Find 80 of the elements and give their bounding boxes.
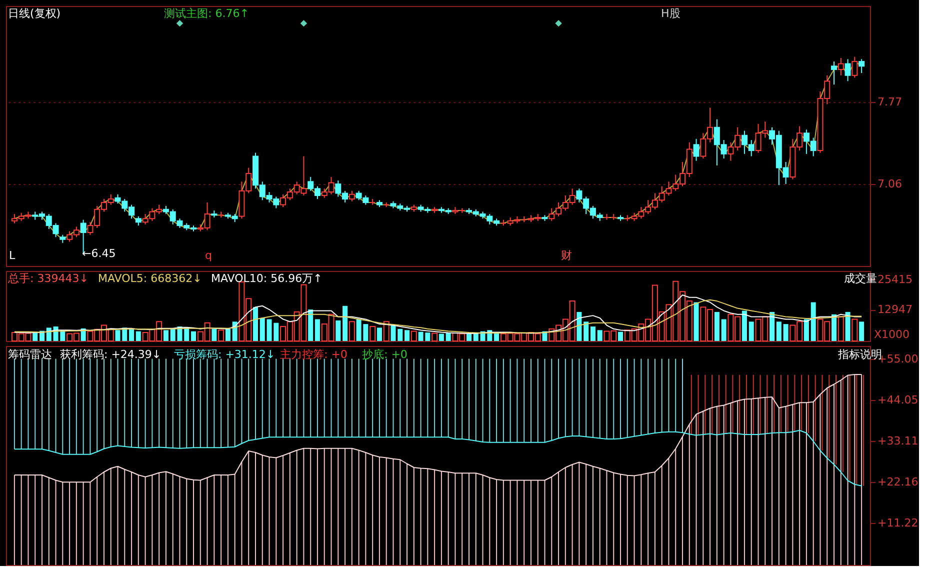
bar (832, 314, 837, 341)
chart-title: 筹码雷达 (8, 348, 52, 361)
bar (348, 321, 355, 342)
bar (260, 318, 265, 341)
annotation: 总手: 339443↓ (7, 272, 88, 285)
annotation: H股 (661, 7, 680, 20)
bar (225, 328, 230, 341)
y-tick-label: +33.11 (878, 434, 918, 448)
bar (163, 330, 168, 341)
bar (336, 320, 341, 341)
candlestick (693, 138, 700, 162)
chart-title: 日线(复权) (8, 7, 61, 20)
y-tick-label: 12947 (878, 303, 912, 316)
y-tick-label: 7.06 (878, 177, 902, 190)
annotation: 主力控筹: +0 (280, 348, 348, 361)
bar (308, 310, 314, 341)
bar (432, 332, 438, 342)
bar (776, 322, 782, 341)
annotation: 测试主图: 6.76↑ (164, 7, 249, 20)
bar (252, 307, 258, 341)
bar (804, 319, 809, 341)
bar (446, 332, 451, 341)
bar (342, 306, 348, 341)
y-tick-label: +22.16 (878, 475, 918, 488)
bar (314, 319, 320, 341)
y-tick-label: +11.22 (878, 516, 918, 530)
annotation: L (9, 249, 16, 262)
annotation: MAVOL5: 668362↓ (98, 272, 202, 285)
bar (838, 316, 844, 342)
candlestick (831, 60, 838, 86)
bar (576, 312, 582, 341)
annotation: 抄底: +0 (362, 348, 408, 361)
candlestick (838, 58, 844, 76)
bar (212, 328, 217, 341)
annotation: ←6.45 (82, 247, 116, 260)
bar (584, 322, 589, 341)
y-tick-label: +44.05 (878, 393, 918, 406)
bar (383, 321, 390, 342)
bar (694, 302, 699, 341)
line-series (14, 430, 862, 486)
bar (810, 302, 816, 341)
text: X1000 (874, 328, 910, 341)
bar (714, 312, 720, 341)
bar (748, 322, 754, 341)
bar (129, 328, 134, 341)
bar (597, 330, 602, 341)
bar (845, 312, 850, 341)
bar (618, 332, 624, 341)
candlestick (858, 58, 865, 74)
bar (376, 328, 382, 341)
candlestick (852, 56, 858, 78)
bar (390, 325, 396, 341)
bar (191, 331, 196, 341)
bar (770, 312, 775, 341)
bar (721, 319, 726, 341)
bar (218, 330, 224, 342)
annotation: 获利筹码: +24.39↓ (60, 348, 162, 361)
bar (410, 330, 417, 342)
bar (404, 330, 410, 341)
bar (136, 331, 141, 341)
bar (370, 326, 376, 342)
candlestick (135, 216, 142, 226)
annotation: 财 (561, 249, 572, 262)
annotation: q (205, 249, 212, 262)
bar (466, 334, 472, 341)
annotation: MAVOL10: 56.96万↑ (211, 272, 322, 285)
annotation: 亏损筹码: +31.12↓ (174, 348, 276, 361)
y-tick-label: 25415 (878, 272, 912, 286)
bar (398, 328, 403, 341)
y-tick-label: 7.77 (878, 95, 902, 108)
line-series (14, 374, 862, 483)
bar (852, 318, 858, 342)
bar (742, 310, 747, 341)
bar (590, 326, 596, 341)
candlestick (844, 58, 851, 82)
bar (783, 324, 788, 341)
bar (438, 334, 444, 341)
annotation: 成交量 (844, 272, 877, 285)
candlestick (348, 190, 355, 202)
bar (859, 322, 864, 341)
